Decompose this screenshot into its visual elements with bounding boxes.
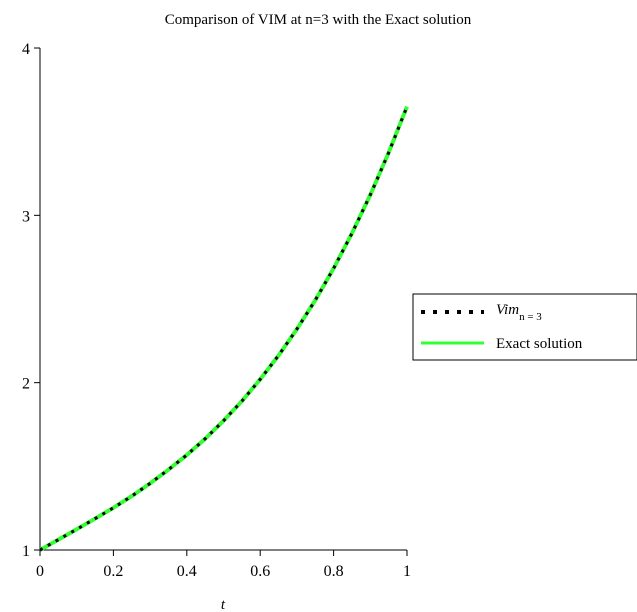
x-tick-label: 1 — [403, 563, 411, 580]
y-tick-label: 1 — [22, 543, 30, 560]
y-tick-label: 3 — [22, 208, 30, 225]
series-line-exact-solution — [39, 105, 409, 552]
axes — [39, 48, 407, 551]
y-tick-label: 2 — [22, 376, 30, 393]
x-ticks: 0 0.2 0.4 0.6 0.8 1 — [36, 550, 411, 580]
x-tick-label: 0 — [36, 563, 44, 580]
chart-title: Comparison of VIM at n=3 with the Exact … — [165, 12, 472, 28]
series-line-vim — [39, 106, 409, 552]
y-ticks: 1 2 3 4 — [22, 41, 40, 560]
legend-box — [412, 293, 637, 361]
y-tick-label: 4 — [22, 41, 30, 58]
legend-label-vim-name: Vim — [496, 302, 519, 318]
x-tick-label: 0.2 — [103, 563, 123, 580]
legend-label-vim-subscript: n = 3 — [519, 311, 542, 323]
legend-label-vim: Vimn = 3 — [496, 302, 542, 323]
legend-label-exact: Exact solution — [496, 336, 583, 352]
x-tick-label: 0.6 — [250, 563, 270, 580]
x-axis-label: t — [221, 597, 226, 612]
x-tick-label: 0.8 — [324, 563, 344, 580]
x-tick-label: 0.4 — [177, 563, 197, 580]
legend: Vimn = 3 Exact solution — [412, 293, 637, 361]
series-layer — [39, 105, 409, 552]
